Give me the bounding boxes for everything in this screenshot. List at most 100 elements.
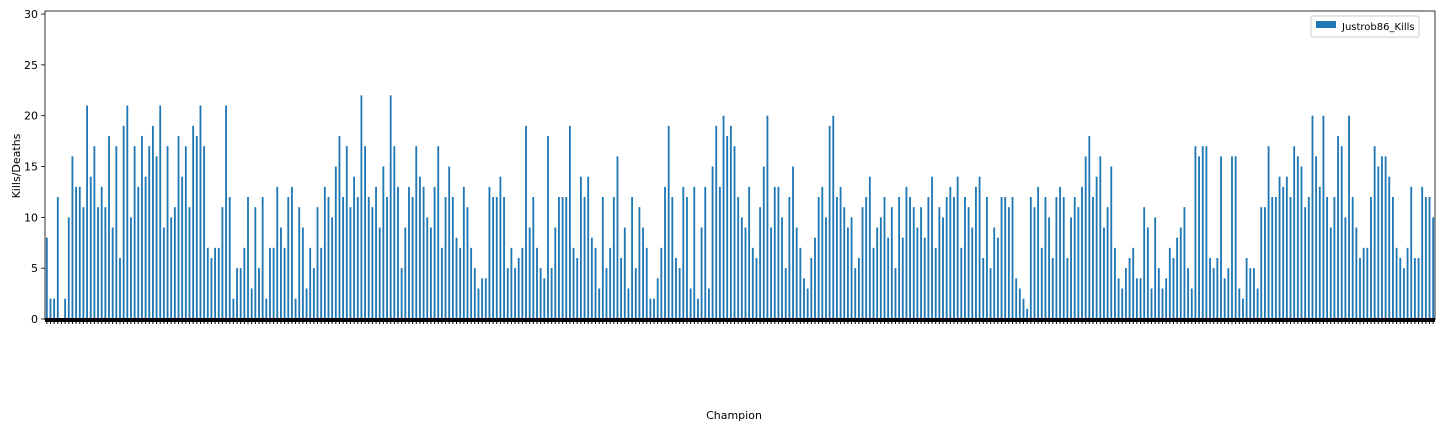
bar: [1128, 258, 1131, 319]
bar: [221, 207, 224, 319]
bar: [492, 197, 495, 319]
bar: [660, 247, 663, 319]
bar: [349, 207, 352, 319]
bar: [726, 136, 729, 319]
bar: [323, 186, 326, 319]
bar: [1033, 207, 1036, 319]
bar: [1227, 268, 1230, 319]
bar: [419, 176, 421, 319]
bar: [137, 186, 140, 319]
bar: [228, 197, 231, 319]
bar: [506, 268, 509, 319]
x-ticks: [45, 318, 1435, 324]
bar: [1081, 186, 1083, 319]
bar: [1238, 288, 1241, 319]
bar: [514, 268, 516, 319]
bar: [151, 125, 154, 319]
legend-swatch: [1316, 21, 1336, 28]
bar: [1176, 237, 1179, 319]
bar: [1015, 278, 1018, 319]
bar: [1399, 258, 1402, 319]
bar: [532, 197, 535, 319]
bar: [751, 247, 754, 319]
bar: [1307, 197, 1310, 319]
bar: [287, 197, 290, 319]
bar: [707, 288, 710, 319]
bar: [93, 146, 96, 319]
plot-frame: [44, 10, 1436, 321]
bar: [854, 268, 857, 319]
bar: [1282, 186, 1285, 319]
bar: [1146, 227, 1149, 319]
bar: [821, 186, 824, 319]
bar: [1110, 166, 1113, 319]
bar: [1084, 156, 1087, 319]
bar: [1114, 247, 1116, 319]
bar: [258, 268, 260, 319]
y-tick-label: 25: [24, 59, 38, 72]
bar: [876, 227, 879, 319]
bar: [865, 197, 868, 319]
plot-area: [45, 11, 1435, 320]
bar: [693, 186, 696, 319]
bar: [678, 268, 681, 319]
bar: [612, 197, 615, 319]
bar: [1117, 278, 1120, 319]
bar: [378, 227, 381, 319]
bar: [1293, 146, 1296, 319]
bar: [1413, 258, 1416, 319]
bar: [1362, 247, 1365, 319]
bar: [1351, 197, 1354, 319]
bar: [861, 207, 864, 319]
bar: [331, 217, 334, 319]
bar: [927, 197, 930, 319]
bar: [996, 237, 999, 319]
bar: [1417, 258, 1420, 319]
bar: [634, 268, 637, 319]
bar: [985, 197, 988, 319]
bar: [155, 156, 158, 319]
bar: [1055, 197, 1058, 319]
bar: [327, 197, 330, 319]
bar: [975, 186, 977, 319]
bar: [203, 146, 206, 319]
bar: [1179, 227, 1182, 319]
bar: [671, 197, 674, 319]
bar: [290, 186, 293, 319]
bar: [645, 247, 648, 319]
bar: [517, 258, 520, 319]
bar: [1315, 156, 1318, 319]
bar: [1249, 268, 1252, 319]
bar: [1300, 166, 1303, 319]
bar: [481, 278, 484, 319]
bar: [462, 186, 465, 319]
bar: [261, 197, 264, 319]
bar: [488, 186, 491, 319]
bar: [1253, 268, 1255, 319]
bar: [250, 288, 253, 319]
bar: [1421, 186, 1424, 319]
bar: [1212, 268, 1215, 319]
bar: [1044, 197, 1047, 319]
bar: [579, 176, 582, 319]
bar: [484, 278, 487, 319]
bar: [473, 268, 476, 319]
bar: [1099, 156, 1102, 319]
bar: [1271, 197, 1274, 319]
bar: [762, 166, 765, 319]
bar: [455, 237, 458, 319]
bar: [934, 247, 937, 319]
bar: [239, 268, 242, 319]
bar: [1172, 258, 1175, 319]
bar: [953, 197, 955, 319]
bar: [1366, 247, 1369, 319]
bar: [682, 186, 685, 319]
bar: [162, 227, 165, 319]
bar: [1234, 156, 1237, 319]
bar: [400, 268, 403, 319]
bar: [664, 186, 666, 319]
bar: [470, 247, 473, 319]
bar: [817, 197, 820, 319]
bar: [71, 156, 74, 319]
bar: [294, 298, 297, 319]
